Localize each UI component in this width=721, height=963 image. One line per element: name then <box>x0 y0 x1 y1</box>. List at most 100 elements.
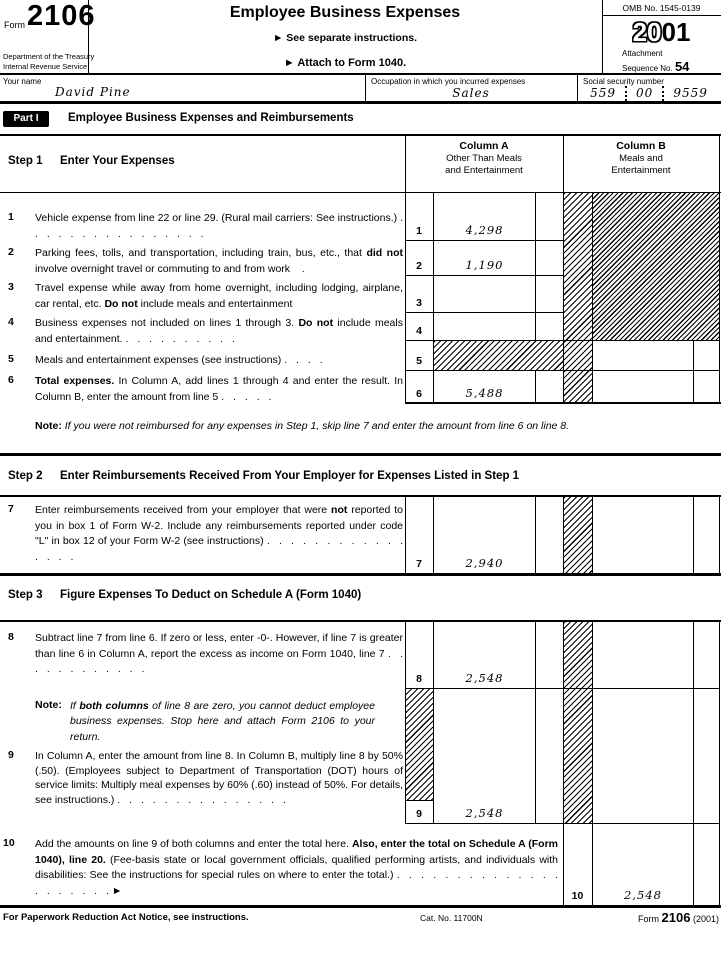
column-a-sub1: Other Than Meals <box>446 153 522 164</box>
grid-line <box>405 402 721 404</box>
tax-year-outline-part: 20 <box>632 17 662 47</box>
step1-note: Note: If you were not reimbursed for any… <box>35 420 570 432</box>
grid-line <box>592 622 593 905</box>
line5-text: Meals and entertainment expenses (see in… <box>35 354 323 366</box>
paperwork-notice: For Paperwork Reduction Act Notice, see … <box>3 912 249 923</box>
grid-line <box>405 497 406 573</box>
colB-lines1-4-hatch <box>593 193 719 340</box>
line4-number: 4 <box>8 316 14 328</box>
line9-text: In Column A, enter the amount from line … <box>35 750 403 806</box>
grid-line <box>405 622 406 823</box>
grid-line <box>563 497 564 573</box>
line7-columnA-amount[interactable]: 2,940 <box>465 556 504 570</box>
form-title: Employee Business Expenses <box>229 4 461 21</box>
grid-line <box>719 622 720 905</box>
dot-leader: . . . . . . . . . . . . <box>35 647 403 676</box>
footer-form-id: Form 2106 (2001) <box>519 910 719 925</box>
grid-line <box>592 192 593 403</box>
line1-box-number: 1 <box>416 225 422 237</box>
line5-number: 5 <box>8 353 14 365</box>
grid-line <box>405 136 406 403</box>
column-b-header: Column B Meals and Entertainment <box>563 140 719 177</box>
sequence-label: Sequence No. <box>622 64 673 73</box>
line10-text: Add the amounts on line 9 of both column… <box>35 838 559 897</box>
section-rule <box>0 453 721 456</box>
column-b-sub2: Entertainment <box>611 165 671 176</box>
section-rule <box>0 495 721 497</box>
colB-strip-hatch-step1 <box>564 193 592 403</box>
line10-box-number: 10 <box>571 890 584 902</box>
line7-box-number: 7 <box>416 558 422 570</box>
grid-line <box>719 497 720 573</box>
number-column-hatch <box>405 689 433 800</box>
grid-line <box>433 192 434 403</box>
grid-line <box>535 192 536 340</box>
step1-label: Step 1 <box>8 155 43 167</box>
your-name-value[interactable]: David Pine <box>55 85 131 99</box>
dot-leader: . . . . . . . . . . . . . . . <box>117 793 286 806</box>
grid-line <box>405 240 563 241</box>
note-label: Note: <box>35 420 62 432</box>
line5-columnB-amount[interactable] <box>594 340 693 370</box>
line8-note-text: If both columns of line 8 are zero, you … <box>70 700 375 743</box>
dot-leader: . . . . . . . . . . . . . . . . . . . . … <box>35 869 558 897</box>
column-a-header: Column A Other Than Meals and Entertainm… <box>405 140 563 177</box>
line4-columnA-amount[interactable] <box>434 312 535 340</box>
line9-columnA-amount[interactable]: 2,548 <box>465 806 504 820</box>
line2-number: 2 <box>8 246 14 258</box>
attach-line: ► Attach to Form 1040. <box>283 57 407 69</box>
catalog-number: Cat. No. 11700N <box>420 913 483 923</box>
occupation-value[interactable]: Sales <box>452 86 490 100</box>
line6-columnA-amount[interactable]: 5,488 <box>465 386 504 400</box>
see-instructions-line: ► See separate instructions. <box>272 32 418 44</box>
line1-columnA-amount[interactable]: 4,298 <box>465 223 504 237</box>
grid-line <box>0 192 721 193</box>
arrow-right-icon: ► <box>111 884 123 897</box>
dot-leader: . . . . . <box>221 390 272 403</box>
line8-columnA-amount[interactable]: 2,548 <box>465 671 504 685</box>
tax-year: 2001 <box>602 17 721 48</box>
line3-text: Travel expense while away from home over… <box>35 282 403 310</box>
line4-box-number: 4 <box>416 325 422 337</box>
line2-columnA-amount[interactable]: 1,190 <box>465 258 504 272</box>
line5-box-number: 5 <box>416 355 422 367</box>
ssn-value[interactable]: 559 00 9559 <box>577 86 721 101</box>
dot-leader: . . . . <box>284 354 323 366</box>
dot-leader: . . . . . . . . . . . . . . . . <box>35 212 404 240</box>
step3-label: Step 3 <box>8 589 43 601</box>
dot-leader: . . . . . . . . . . . . . . . . <box>35 535 404 563</box>
part1-tag: Part I <box>3 111 49 127</box>
grid-line <box>405 275 563 276</box>
footer-form-word: Form <box>638 914 660 924</box>
grid-line <box>719 136 720 403</box>
section-rule <box>0 620 721 622</box>
attachment-label: Attachment <box>622 49 663 58</box>
step2-label: Step 2 <box>8 470 43 482</box>
line1-number: 1 <box>8 211 14 223</box>
bottom-rule <box>0 905 721 908</box>
grid-line <box>693 497 694 573</box>
line10-total-amount[interactable]: 2,548 <box>624 888 662 902</box>
colB-strip-hatch-line7 <box>564 497 592 573</box>
line3-columnA-amount[interactable] <box>434 275 535 312</box>
grid-line <box>563 622 564 905</box>
line8-box-number: 8 <box>416 673 422 685</box>
dot-leader: . . . . . . . . . . <box>125 332 235 345</box>
ssn-group: 00 <box>636 86 654 100</box>
line9-number: 9 <box>8 749 14 761</box>
dept-line2: Internal Revenue Service <box>3 62 88 71</box>
tax-year-bold-part: 01 <box>661 17 691 47</box>
line7-number: 7 <box>8 503 14 515</box>
line2-text: Parking fees, tolls, and transportation,… <box>35 247 403 275</box>
column-a-sub2: and Entertainment <box>445 165 523 176</box>
line6-box-number: 6 <box>416 388 422 400</box>
ssn-area: 559 <box>590 86 617 100</box>
form-word-label: Form <box>4 20 25 30</box>
grid-line <box>405 688 720 689</box>
section-rule <box>0 573 721 576</box>
line1-text: Vehicle expense from line 22 or line 29.… <box>35 212 404 240</box>
header-rule <box>0 73 721 75</box>
footer-year: (2001) <box>692 914 719 924</box>
line10-number: 10 <box>3 837 15 849</box>
line9-box-number: 9 <box>416 808 422 820</box>
